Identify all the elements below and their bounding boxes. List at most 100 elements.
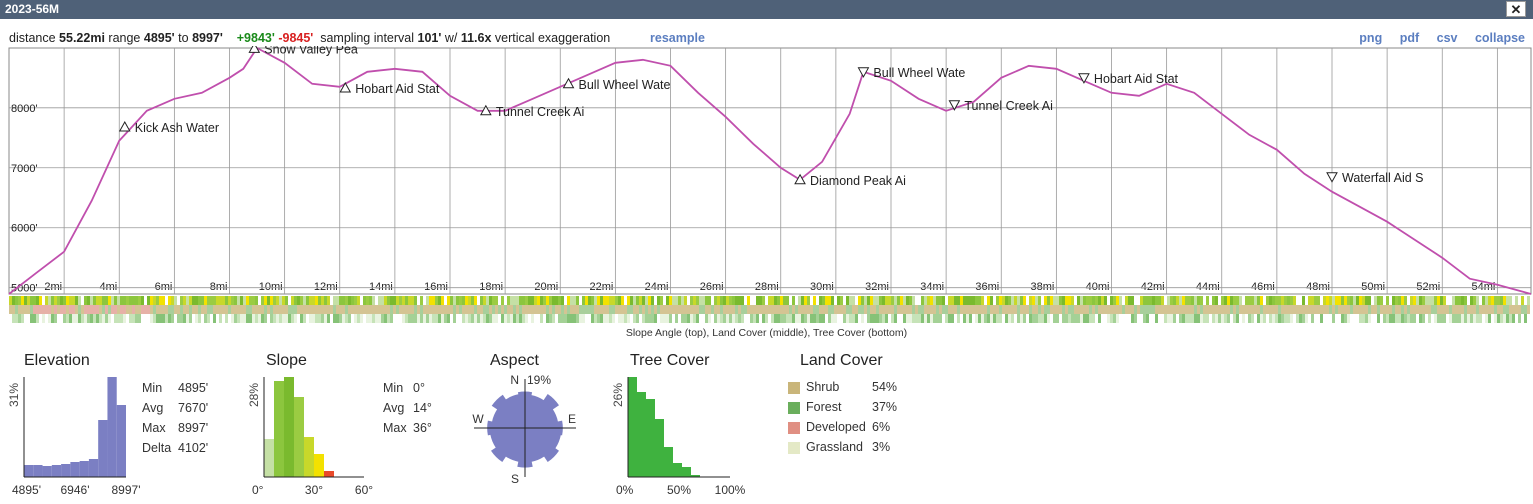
- csv-link[interactable]: csv: [1436, 31, 1458, 45]
- elevation-profile-chart[interactable]: 2mi 4mi 6mi 8mi 10mi 12mi 14mi 16mi 18mi 20mi 22mi…: [0, 46, 1533, 326]
- slope-strip-cell: [261, 296, 264, 305]
- pdf-link[interactable]: pdf: [1399, 31, 1420, 45]
- waypoint-marker[interactable]: Bull Wheel Wate: [562, 77, 671, 92]
- land-strip-cell: [330, 305, 333, 314]
- land-strip-cell: [789, 305, 792, 314]
- slope-strip-cell: [963, 296, 966, 305]
- land-strip-cell: [654, 305, 657, 314]
- waypoint-marker[interactable]: Hobart Aid Stat: [1078, 72, 1179, 86]
- slope-strip-cell: [975, 296, 978, 305]
- slope-strip-cell: [315, 296, 318, 305]
- tree-strip-cell: [1470, 314, 1473, 323]
- slope-strip-cell: [1308, 296, 1311, 305]
- slope-strip-cell: [1389, 296, 1392, 305]
- histogram-bar: [673, 463, 682, 477]
- slope-strip-cell: [1029, 296, 1032, 305]
- slope-strip-cell: [51, 296, 54, 305]
- tree-strip-cell: [957, 314, 960, 323]
- tree-strip-cell: [1224, 314, 1227, 323]
- tree-strip-cell: [192, 314, 195, 323]
- slope-strip-cell: [1074, 296, 1077, 305]
- land-strip-cell: [606, 305, 609, 314]
- tree-strip-cell: [123, 314, 126, 323]
- slope-strip-cell: [588, 296, 591, 305]
- tree-strip-cell: [978, 314, 981, 323]
- tree-strip-cell: [864, 314, 867, 323]
- slope-strip-cell: [441, 296, 444, 305]
- land-strip-cell: [306, 305, 309, 314]
- tree-strip-cell: [1089, 314, 1092, 323]
- x-tick-label: 12mi: [314, 281, 338, 293]
- land-strip-cell: [237, 305, 240, 314]
- slope-strip-cell: [1161, 296, 1164, 305]
- histogram-bar: [274, 381, 284, 477]
- legend-percent: 3%: [872, 440, 891, 454]
- land-strip-cell: [381, 305, 384, 314]
- land-strip-cell: [1149, 305, 1152, 314]
- land-strip-cell: [1005, 305, 1008, 314]
- land-strip-cell: [669, 305, 672, 314]
- slope-strip-cell: [15, 296, 18, 305]
- waypoint-marker[interactable]: Kick Ash Water: [118, 120, 219, 135]
- land-strip-cell: [1266, 305, 1269, 314]
- slope-strip-cell: [768, 296, 771, 305]
- tree-strip-cell: [237, 314, 240, 323]
- tree-strip-cell: [249, 314, 252, 323]
- waypoint-marker[interactable]: Bull Wheel Wate: [857, 66, 965, 80]
- land-strip-cell: [1332, 305, 1335, 314]
- slope-strip-cell: [480, 296, 483, 305]
- close-button[interactable]: ✕: [1506, 1, 1526, 17]
- tree-strip-cell: [873, 314, 876, 323]
- slope-strip-cell: [897, 296, 900, 305]
- slope-strip-cell: [336, 296, 339, 305]
- land-strip-cell: [459, 305, 462, 314]
- land-strip-cell: [1263, 305, 1266, 314]
- tree-strip-cell: [1302, 314, 1305, 323]
- slope-strip-cell: [930, 296, 933, 305]
- range-max: 8997': [192, 31, 223, 45]
- land-strip-cell: [912, 305, 915, 314]
- waypoint-triangle-icon: [339, 81, 352, 93]
- land-strip-cell: [1113, 305, 1116, 314]
- x-tick-label: 32mi: [865, 281, 889, 293]
- tree-strip-cell: [522, 314, 525, 323]
- slope-strip-cell: [1290, 296, 1293, 305]
- slope-strip-cell: [1464, 296, 1467, 305]
- slope-strip-cell: [774, 296, 777, 305]
- land-strip-cell: [864, 305, 867, 314]
- slope-strip-cell: [612, 296, 615, 305]
- window-titlebar: 2023-56M ✕: [0, 0, 1533, 19]
- waypoint-marker[interactable]: Hobart Aid Stat: [339, 81, 440, 96]
- tree-strip-cell: [888, 314, 891, 323]
- tree-strip-cell: [411, 314, 414, 323]
- slope-strip-cell: [1245, 296, 1248, 305]
- waypoint-triangle-icon: [562, 77, 575, 89]
- land-strip-cell: [1041, 305, 1044, 314]
- waypoint-marker[interactable]: Diamond Peak Ai: [794, 173, 906, 188]
- land-strip-cell: [480, 305, 483, 314]
- waypoint-marker[interactable]: Waterfall Aid S: [1326, 171, 1424, 185]
- png-link[interactable]: png: [1359, 31, 1383, 45]
- land-strip-cell: [873, 305, 876, 314]
- tree-strip-cell: [1287, 314, 1290, 323]
- land-strip-cell: [321, 305, 324, 314]
- tree-strip-cell: [291, 314, 294, 323]
- land-cover-item: Grassland 3%: [788, 439, 928, 459]
- waypoint-marker[interactable]: Tunnel Creek Ai: [948, 99, 1053, 113]
- land-strip-cell: [1299, 305, 1302, 314]
- tree-strip-cell: [21, 314, 24, 323]
- land-strip-cell: [1353, 305, 1356, 314]
- resample-link[interactable]: resample: [650, 31, 705, 45]
- slope-strip-cell: [159, 296, 162, 305]
- waypoint-marker[interactable]: Tunnel Creek Ai: [479, 104, 584, 119]
- land-strip-cell: [219, 305, 222, 314]
- land-cover-item: Forest 37%: [788, 399, 928, 419]
- tree-strip-cell: [675, 314, 678, 323]
- tree-strip-cell: [423, 314, 426, 323]
- tree-strip-cell: [651, 314, 654, 323]
- land-strip-cell: [258, 305, 261, 314]
- collapse-link[interactable]: collapse: [1474, 31, 1525, 45]
- land-strip-cell: [975, 305, 978, 314]
- waypoint-marker[interactable]: Snow Valley Pea: [248, 46, 358, 56]
- land-strip-cell: [576, 305, 579, 314]
